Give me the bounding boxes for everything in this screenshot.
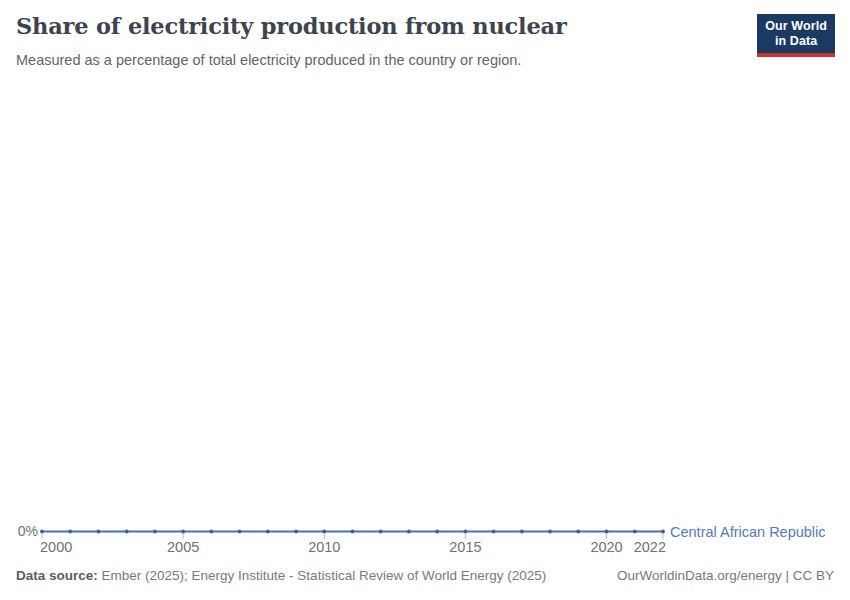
data-point-marker — [97, 530, 101, 534]
data-point-marker — [520, 530, 524, 534]
line-chart-svg[interactable]: 2000 2005 2010 2015 2020 2022 0% Central Africa… — [0, 0, 850, 600]
data-point-marker — [661, 530, 665, 534]
data-point-marker — [576, 530, 580, 534]
x-tick-label: 2022 — [634, 539, 666, 555]
x-tick-label: 2010 — [308, 539, 340, 555]
data-point-marker — [238, 530, 242, 534]
footer-link[interactable]: OurWorldinData.org/energy | CC BY — [617, 568, 834, 583]
data-source: Data source: Ember (2025); Energy Instit… — [16, 568, 546, 583]
data-source-label: Data source: — [16, 568, 98, 583]
data-point-marker — [125, 530, 129, 534]
data-point-marker — [633, 530, 637, 534]
data-point-marker — [379, 530, 383, 534]
data-point-marker — [492, 530, 496, 534]
data-point-marker — [294, 530, 298, 534]
data-point-marker — [266, 530, 270, 534]
x-tick-label: 2015 — [449, 539, 481, 555]
data-point-marker — [435, 530, 439, 534]
data-point-marker — [40, 530, 44, 534]
data-point-marker — [68, 530, 72, 534]
x-tick-label: 2005 — [167, 539, 199, 555]
data-point-marker — [153, 530, 157, 534]
data-point-marker — [605, 530, 609, 534]
entity-label: Central African Republic — [670, 524, 826, 540]
x-tick-label: 2020 — [590, 539, 622, 555]
owid-chart: Share of electricity production from nuc… — [0, 0, 850, 600]
x-tick-label: 2000 — [40, 539, 72, 555]
data-point-marker — [548, 530, 552, 534]
data-point-marker — [407, 530, 411, 534]
data-point-marker — [181, 530, 185, 534]
data-point-marker — [209, 530, 213, 534]
data-source-text: Ember (2025); Energy Institute - Statist… — [98, 568, 546, 583]
data-point-marker — [351, 530, 355, 534]
y-tick-label: 0% — [18, 523, 38, 539]
chart-canvas[interactable]: 2000 2005 2010 2015 2020 2022 0% Central Africa… — [0, 0, 850, 600]
chart-footer: Data source: Ember (2025); Energy Instit… — [16, 568, 834, 583]
data-point-marker — [464, 530, 468, 534]
data-point-marker — [322, 530, 326, 534]
